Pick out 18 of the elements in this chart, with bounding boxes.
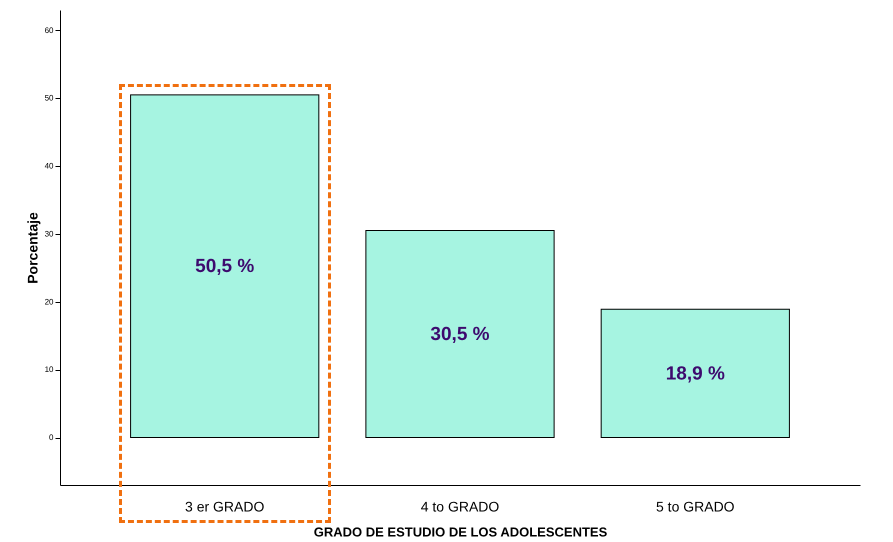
x-tick-label: 4 to GRADO <box>420 498 500 514</box>
x-tick-label: 5 to GRADO <box>656 498 735 514</box>
y-tick-label: 0 <box>49 433 54 442</box>
data-label: 30,5 % <box>430 324 490 346</box>
x-axis-title: GRADO DE ESTUDIO DE LOS ADOLESCENTES <box>314 524 608 540</box>
y-axis-title: Porcentaje <box>24 212 41 284</box>
y-tick-label: 40 <box>44 162 54 171</box>
y-tick-label: 50 <box>44 94 54 103</box>
data-label: 18,9 % <box>666 363 725 384</box>
bar <box>600 308 790 438</box>
x-tick-label: 3 er GRADO <box>185 498 264 514</box>
y-tick-label: 20 <box>44 297 54 306</box>
bar <box>130 94 320 438</box>
y-tick-label: 60 <box>44 26 54 35</box>
data-label: 50,5 % <box>195 256 254 278</box>
y-tick-label: 30 <box>44 229 54 238</box>
y-tick-label: 10 <box>44 365 54 374</box>
bar <box>365 230 555 438</box>
